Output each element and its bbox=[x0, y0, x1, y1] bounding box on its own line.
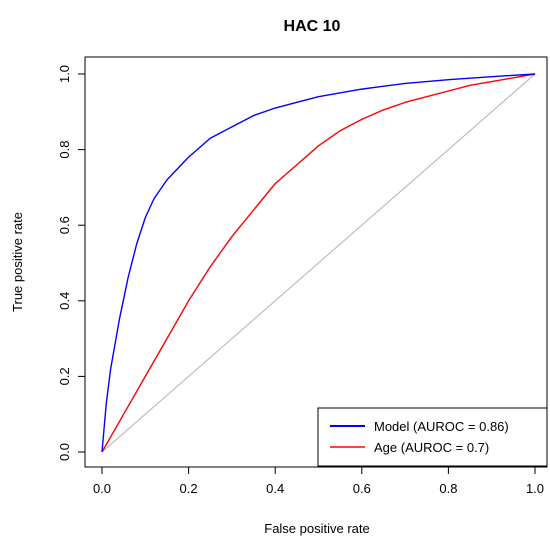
x-axis-label: False positive rate bbox=[264, 521, 370, 536]
x-tick-label: 0.0 bbox=[93, 481, 111, 496]
age-roc-line bbox=[101, 73, 536, 453]
model-roc-line bbox=[101, 73, 536, 453]
series-lines bbox=[101, 73, 536, 453]
x-tick-label: 0.6 bbox=[353, 481, 371, 496]
y-tick-label: 0.2 bbox=[57, 367, 72, 385]
y-axis-label: True positive rate bbox=[10, 212, 25, 312]
legend-label-model: Model (AUROC = 0.86) bbox=[374, 419, 509, 434]
y-tick-label: 0.6 bbox=[57, 216, 72, 234]
x-tick-label: 0.4 bbox=[266, 481, 284, 496]
y-tick-label: 0.8 bbox=[57, 141, 72, 159]
x-tick-label: 0.2 bbox=[180, 481, 198, 496]
y-tick-label: 0.0 bbox=[57, 443, 72, 461]
x-axis: 0.0 0.2 0.4 0.6 0.8 1.0 bbox=[93, 467, 544, 496]
y-tick-label: 0.4 bbox=[57, 292, 72, 310]
x-tick-label: 0.8 bbox=[439, 481, 457, 496]
legend-box bbox=[317, 407, 548, 467]
y-tick-label: 1.0 bbox=[57, 65, 72, 83]
legend: Model (AUROC = 0.86) Age (AUROC = 0.7) bbox=[317, 407, 548, 467]
legend-label-age: Age (AUROC = 0.7) bbox=[374, 440, 489, 455]
chance-diagonal-line bbox=[101, 73, 536, 453]
x-tick-label: 1.0 bbox=[526, 481, 544, 496]
y-axis: 0.0 0.2 0.4 0.6 0.8 1.0 bbox=[57, 65, 85, 461]
chart-title: HAC 10 bbox=[284, 18, 341, 35]
plot-frame bbox=[84, 56, 548, 468]
